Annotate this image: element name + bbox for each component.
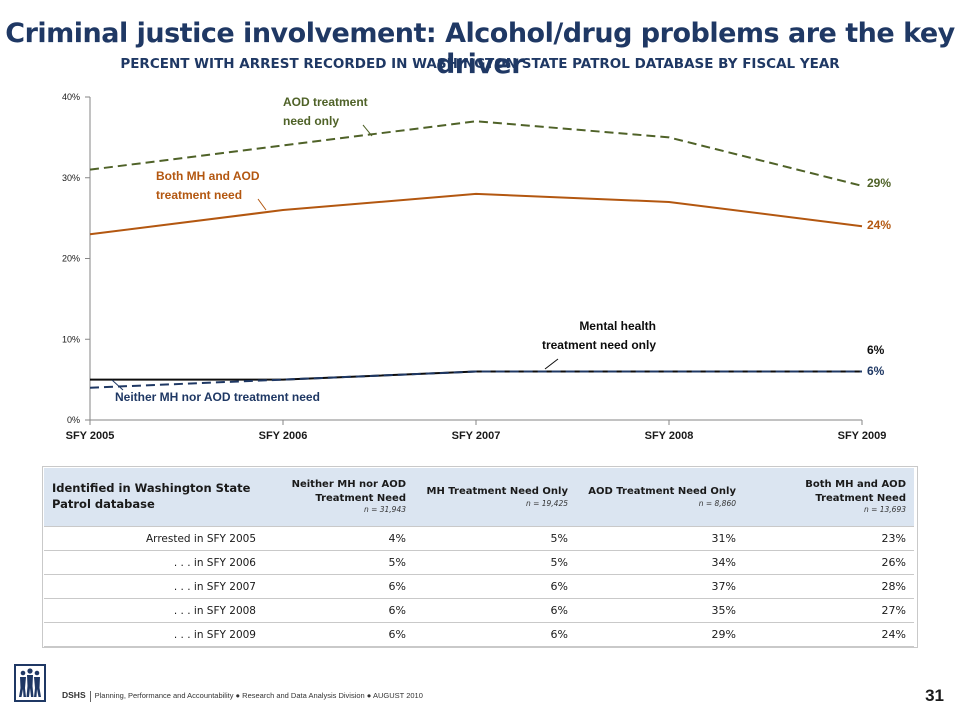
page-title: Criminal justice involvement: Alcohol/dr… xyxy=(5,18,955,80)
table-row: . . . in SFY 2008 6% 6% 35% 27% xyxy=(44,598,914,623)
table-row: . . . in SFY 2006 5% 5% 34% 26% xyxy=(44,550,914,575)
x-tick-label: SFY 2007 xyxy=(452,430,501,442)
x-tick-label: SFY 2009 xyxy=(838,430,887,442)
table-cell: 24% xyxy=(744,622,914,647)
y-tick-label: 40% xyxy=(62,92,80,102)
column-header-aod-only: AOD Treatment Need Only n = 8,860 xyxy=(576,468,744,527)
table-cell: 37% xyxy=(576,574,744,599)
table-cell: 6% xyxy=(414,598,576,623)
table-cell: 6% xyxy=(414,574,576,599)
series-label-leader xyxy=(362,124,373,137)
dshs-people-logo-icon xyxy=(14,664,46,702)
table-cell: 5% xyxy=(414,550,576,575)
table-header-row: Identified in Washington State Patrol da… xyxy=(44,468,914,527)
y-tick-label: 20% xyxy=(62,254,80,264)
column-n: n = 31,943 xyxy=(363,505,406,515)
column-label: Neither MH nor AOD Treatment Need xyxy=(291,479,406,504)
x-tick-label: SFY 2005 xyxy=(66,430,115,442)
table-cell: 5% xyxy=(414,526,576,551)
series-label: AOD treatment xyxy=(283,95,368,109)
column-header-mh-only: MH Treatment Need Only n = 19,425 xyxy=(414,468,576,527)
table-cell: 6% xyxy=(264,574,414,599)
column-n: n = 13,693 xyxy=(863,505,906,515)
table-cell: 6% xyxy=(414,622,576,647)
row-label: Arrested in SFY 2005 xyxy=(44,526,264,551)
y-tick-label: 10% xyxy=(62,334,80,344)
footer: DSHS Planning, Performance and Accountabi… xyxy=(62,690,423,702)
series-label: need only xyxy=(283,114,339,128)
table-cell: 6% xyxy=(264,598,414,623)
series-label-leader xyxy=(111,379,124,391)
column-label: Both MH and AOD Treatment Need xyxy=(805,479,906,504)
series-label: Mental health xyxy=(579,319,656,333)
table-corner-label: Identified in Washington State Patrol da… xyxy=(44,468,264,527)
series-end-label: 6% xyxy=(867,364,885,378)
table-row: . . . in SFY 2007 6% 6% 37% 28% xyxy=(44,574,914,599)
table-cell: 23% xyxy=(744,526,914,551)
table-cell: 6% xyxy=(264,622,414,647)
row-label: . . . in SFY 2009 xyxy=(44,622,264,647)
page-subtitle: PERCENT WITH ARREST RECORDED IN WASHINGT… xyxy=(120,56,840,72)
table-cell: 29% xyxy=(576,622,744,647)
column-label: MH Treatment Need Only xyxy=(426,486,569,498)
series-label: Neither MH nor AOD treatment need xyxy=(115,390,320,404)
table-row: . . . in SFY 2009 6% 6% 29% 24% xyxy=(44,622,914,647)
column-n: n = 19,425 xyxy=(525,498,568,508)
line-chart: 0% 10% 20% 30% 40% SFY 2005 SFY 2006 SFY 2007 SF… xyxy=(62,92,891,442)
series-line xyxy=(89,192,863,236)
series-line xyxy=(90,370,862,381)
column-label: AOD Treatment Need Only xyxy=(588,486,736,498)
series-label: treatment need xyxy=(156,188,242,202)
column-header-both: Both MH and AOD Treatment Need n = 13,693 xyxy=(744,468,914,527)
table-cell: 26% xyxy=(744,550,914,575)
table-cell: 28% xyxy=(744,574,914,599)
row-label: . . . in SFY 2008 xyxy=(44,598,264,623)
footer-text: Planning, Performance and Accountability… xyxy=(94,691,423,700)
series-end-label: 29% xyxy=(867,176,891,190)
series-label: treatment need only xyxy=(542,338,656,352)
footer-org: DSHS xyxy=(62,690,86,700)
x-tick-label: SFY 2008 xyxy=(645,430,694,442)
table-cell: 35% xyxy=(576,598,744,623)
row-label: . . . in SFY 2007 xyxy=(44,574,264,599)
y-tick-label: 30% xyxy=(62,173,80,183)
table-cell: 4% xyxy=(264,526,414,551)
table-cell: 5% xyxy=(264,550,414,575)
row-label: . . . in SFY 2006 xyxy=(44,550,264,575)
series-label-leader xyxy=(544,358,559,370)
column-header-neither: Neither MH nor AOD Treatment Need n = 31,… xyxy=(264,468,414,527)
page-number: 31 xyxy=(925,686,944,705)
table-row: Arrested in SFY 2005 4% 5% 31% 23% xyxy=(44,526,914,551)
table-cell: 27% xyxy=(744,598,914,623)
series-label-leader xyxy=(257,198,267,211)
series-label: Both MH and AOD xyxy=(156,169,260,183)
data-table: Identified in Washington State Patrol da… xyxy=(44,468,914,647)
series-end-label: 24% xyxy=(867,218,891,232)
column-n: n = 8,860 xyxy=(698,498,736,508)
footer-divider xyxy=(89,690,91,702)
series-line xyxy=(89,370,862,389)
series-line xyxy=(89,120,863,187)
x-tick-label: SFY 2006 xyxy=(259,430,308,442)
table-cell: 31% xyxy=(576,526,744,551)
table-cell: 34% xyxy=(576,550,744,575)
series-end-label: 6% xyxy=(867,343,885,357)
y-tick-label: 0% xyxy=(67,415,80,425)
